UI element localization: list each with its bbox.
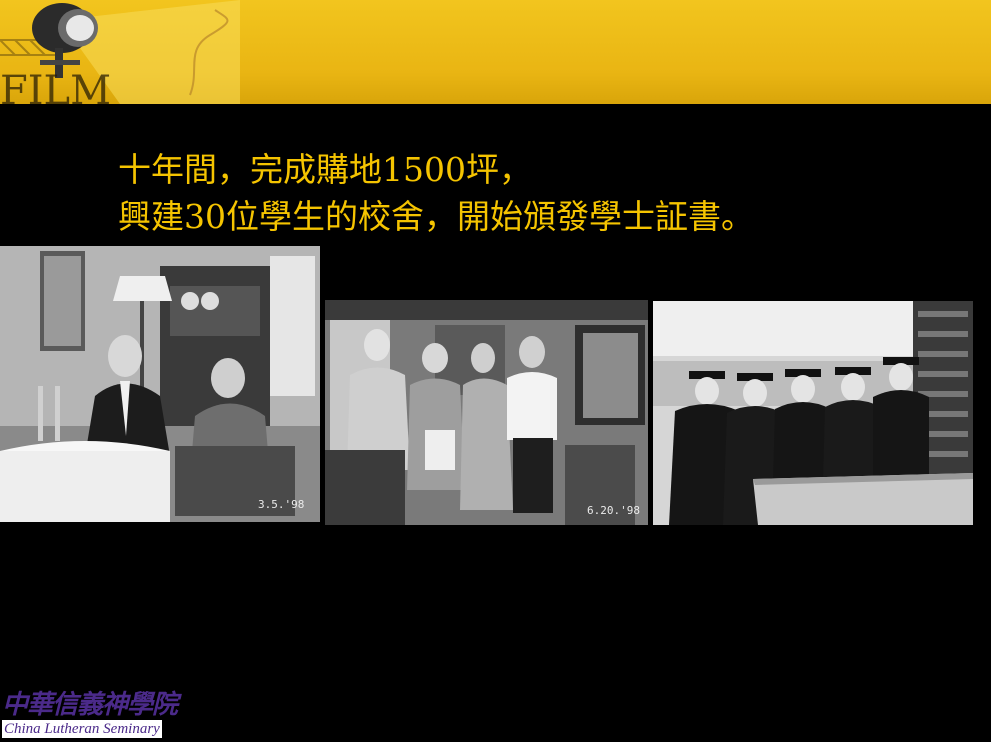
slide-headline: 十年間，完成購地1500坪， 興建30位學生的校舍，開始頒發學士証書。 [118, 146, 754, 240]
photo-1-date-stamp: 3.5.'98 [258, 498, 304, 511]
photo-graduates-in-gowns [653, 301, 973, 525]
film-watermark: FILM [0, 68, 111, 104]
header-banner: FILM [0, 0, 991, 104]
photo-group-four-people: 6.20.'98 [325, 300, 648, 525]
photo-2-date-stamp: 6.20.'98 [587, 504, 640, 517]
photo-meeting-living-room: 3.5.'98 [0, 246, 320, 522]
headline-line-2: 興建30位學生的校舍，開始頒發學士証書。 [118, 197, 754, 236]
logo-chinese-name: 中華信義神學院 [2, 690, 178, 720]
stage-spotlight-icon: FILM [0, 0, 240, 104]
logo-english-name: China Lutheran Seminary [2, 720, 162, 738]
headline-line-1: 十年間，完成購地1500坪， [118, 150, 532, 189]
seminary-logo: 中華信義神學院 China Lutheran Seminary [0, 690, 186, 742]
